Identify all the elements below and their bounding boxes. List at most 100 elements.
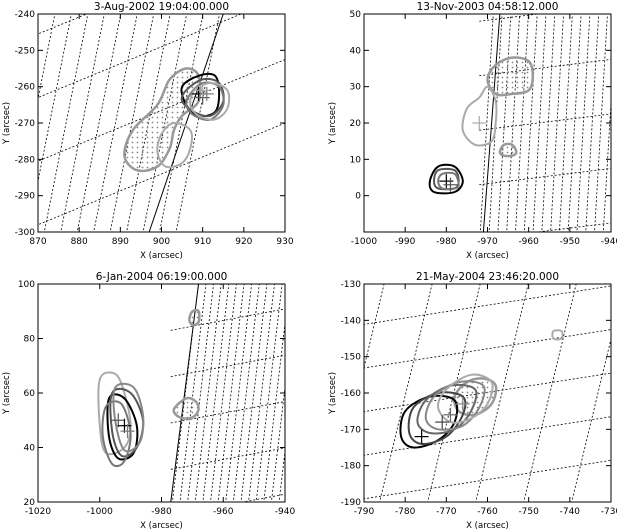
grid-line: [38, 59, 285, 162]
panel-3: 21-May-2004 23:46:20.000 -790 -780 -770 -76…: [328, 271, 617, 531]
centroid-cross: [439, 174, 454, 189]
panel-3-title: 21-May-2004 23:46:20.000: [416, 271, 559, 283]
grid-line: [43, 14, 89, 232]
grid-line: [93, 14, 138, 232]
x-tick-label: -980: [436, 237, 457, 247]
x-tick-label: 910: [194, 237, 211, 247]
y-tick-label: 100: [18, 280, 35, 290]
x-tick-label: 870: [29, 237, 46, 247]
panel-0-plot: [38, 14, 285, 232]
grid-line: [364, 284, 385, 370]
centroid-cross: [435, 415, 450, 430]
grid-line: [142, 14, 188, 232]
x-tick-label: -1000: [87, 507, 113, 517]
source-contour: [106, 393, 139, 461]
dotted-source-contour: [498, 142, 518, 158]
x-tick-label: -960: [213, 507, 234, 517]
y-tick-label: -190: [341, 498, 362, 508]
y-tick-label: 20: [24, 498, 36, 508]
grid-line: [594, 14, 608, 232]
y-tick-label: -280: [15, 155, 36, 165]
grid-line: [475, 284, 529, 502]
grid-line: [506, 14, 521, 232]
source-contour: [437, 373, 494, 424]
grid-line: [248, 284, 275, 502]
source-contour: [428, 163, 464, 195]
y-tick-label: -180: [341, 462, 362, 472]
x-tick-label: -950: [560, 237, 581, 247]
grid-line: [126, 14, 171, 232]
dotted-source-contour: [123, 67, 202, 173]
panel-0-xlabel: X (arcsec): [140, 251, 183, 261]
source-contour: [407, 391, 467, 445]
grid-line: [175, 14, 220, 232]
source-contour: [551, 329, 564, 341]
grid-line: [170, 447, 285, 470]
y-tick-label: 80: [24, 335, 36, 345]
grid-line: [210, 284, 237, 502]
x-tick-label: 890: [112, 237, 129, 247]
x-tick-label: -1020: [25, 507, 51, 517]
x-tick-label: -960: [518, 237, 539, 247]
grid-line: [255, 284, 283, 502]
panel-0-title: 3-Aug-2002 19:04:00.000: [94, 1, 229, 13]
dotted-source-contour: [188, 308, 201, 327]
x-tick-label: 900: [153, 237, 170, 247]
grid-line: [217, 284, 245, 502]
centroid-cross: [472, 116, 487, 130]
panel-2-title: 6-Jan-2004 06:19:00.000: [96, 271, 228, 283]
grid-line: [240, 284, 268, 502]
grid-line: [285, 0, 362, 516]
y-tick-label: -150: [341, 353, 362, 363]
grid-line: [488, 14, 503, 232]
y-tick-label: 50: [350, 10, 362, 20]
panel-3-xlabel: X (arcsec): [466, 521, 509, 531]
grid-line: [479, 14, 494, 232]
y-tick-label: -270: [15, 119, 36, 129]
x-tick-label: 930: [276, 237, 293, 247]
panel-1-ylabel: Y (arcsec): [328, 102, 338, 145]
grid-line: [497, 14, 512, 232]
grid-line: [523, 14, 538, 232]
grid-line: [159, 14, 204, 232]
grid-line: [550, 14, 564, 232]
y-tick-label: -160: [341, 389, 362, 399]
x-tick-label: -970: [477, 237, 498, 247]
grid-line: [263, 320, 285, 502]
grid-line: [194, 284, 222, 502]
panel-0-ylabel: Y (arcsec): [2, 102, 12, 145]
y-tick-label: 0: [355, 192, 361, 202]
x-tick-label: -740: [560, 507, 581, 517]
panel-1-plot: [428, 14, 611, 232]
y-tick-label: 20: [350, 119, 362, 129]
grid-line: [60, 14, 105, 232]
grid-line: [532, 14, 547, 232]
x-tick-label: -730: [601, 507, 617, 517]
panel-3-ylabel: Y (arcsec): [328, 372, 338, 415]
grid-line: [170, 354, 285, 378]
source-contour: [437, 171, 460, 191]
grid-line: [225, 284, 253, 502]
grid-line: [278, 448, 285, 502]
x-tick-label: -1000: [351, 237, 377, 247]
y-tick-label: -140: [341, 316, 362, 326]
grid-line: [170, 308, 285, 331]
centroid-cross: [199, 86, 214, 101]
y-tick-label: -130: [341, 280, 362, 290]
centroid-cross: [120, 424, 135, 439]
source-contour: [461, 85, 498, 147]
centroid-cross: [455, 396, 470, 411]
grid-line: [585, 14, 600, 232]
grid-line: [38, 14, 243, 99]
y-tick-label: -170: [341, 425, 362, 435]
y-tick-label: -290: [15, 192, 36, 202]
x-tick-label: 880: [71, 237, 88, 247]
y-tick-label: 40: [350, 46, 362, 56]
grid-line: [602, 95, 611, 232]
panel-3-plot: [364, 284, 611, 502]
panel-1: 13-Nov-2003 04:58:12.000 -1000 -990 -980 -9…: [328, 1, 617, 261]
grid-line: [270, 384, 285, 502]
grid-line: [76, 14, 122, 232]
